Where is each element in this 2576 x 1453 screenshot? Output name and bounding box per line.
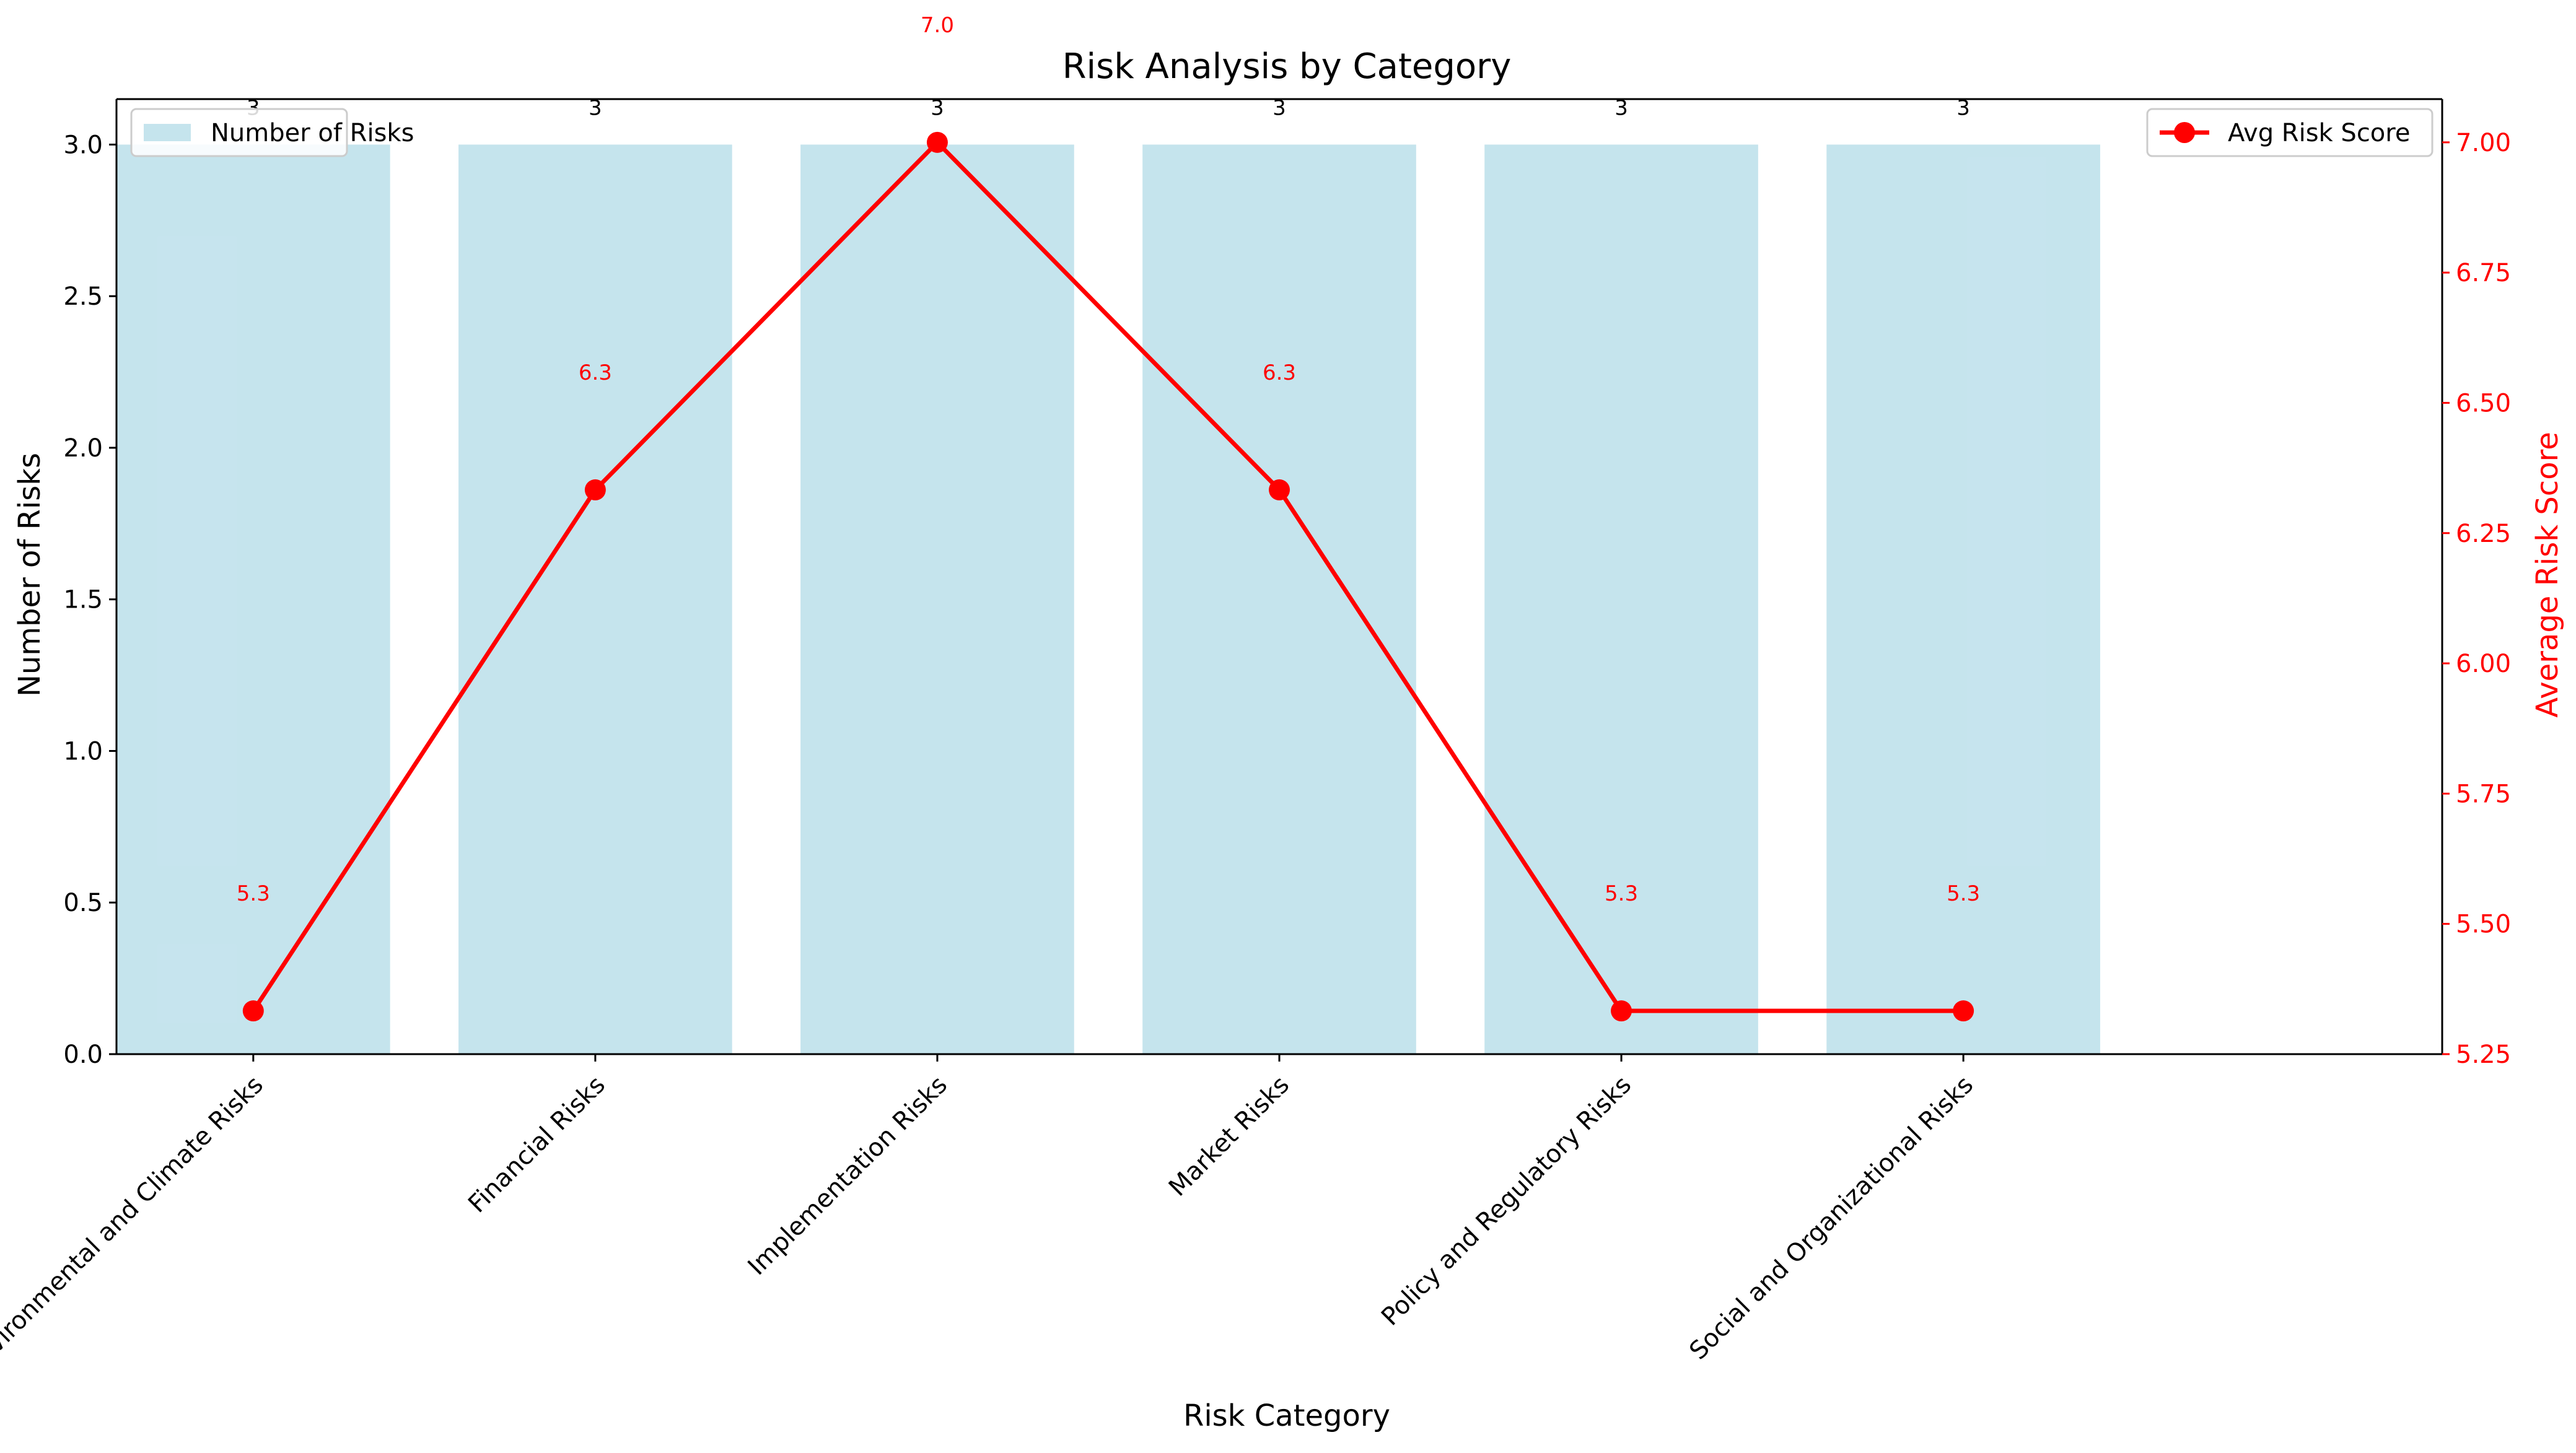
y-axis-label-right: Average Risk Score (2530, 432, 2565, 718)
chart-title: Risk Analysis by Category (1062, 46, 1512, 87)
line-point (242, 1000, 264, 1022)
y-tick-label-right: 5.25 (2456, 1041, 2511, 1069)
line-point (1953, 1000, 1974, 1022)
line-point (584, 479, 606, 500)
line-value-label: 7.0 (921, 13, 954, 38)
y-tick-label-left: 1.5 (63, 586, 103, 614)
line-point (1611, 1000, 1632, 1022)
legend-label-line: Avg Risk Score (2228, 119, 2410, 147)
line-value-label: 6.3 (579, 360, 612, 385)
y-tick-label-right: 7.00 (2456, 129, 2511, 157)
y-tick-label-left: 3.0 (63, 131, 103, 159)
y-tick-label-left: 0.0 (63, 1041, 103, 1069)
line-point (926, 131, 948, 153)
legend-marker-sample (2174, 122, 2195, 143)
bar (116, 144, 390, 1054)
legend-right-box (2146, 108, 2434, 157)
line-value-label: 5.3 (237, 881, 270, 906)
bar-value-label: 3 (589, 95, 602, 120)
bar (800, 144, 1074, 1054)
y-tick-label-right: 5.50 (2456, 910, 2511, 939)
y-tick-label-left: 1.0 (63, 737, 103, 766)
y-tick-label-left: 2.0 (63, 434, 103, 463)
line-point (1269, 479, 1290, 500)
y-tick-label-right: 6.25 (2456, 520, 2511, 548)
y-tick-label-right: 6.00 (2456, 650, 2511, 678)
y-tick-label-right: 6.75 (2456, 259, 2511, 287)
bar-value-label: 3 (1956, 95, 1970, 120)
bar (1826, 144, 2100, 1054)
line-value-label: 6.3 (1263, 360, 1296, 385)
y-tick-label-right: 6.50 (2456, 389, 2511, 417)
avg-risk-line (251, 140, 1964, 1013)
legend-swatch-bars (144, 124, 191, 141)
line-value-label: 5.3 (1605, 881, 1638, 906)
legend-label-bars: Number of Risks (211, 119, 414, 147)
y-axis-label-left: Number of Risks (12, 453, 47, 697)
x-axis-label: Risk Category (1183, 1398, 1390, 1433)
bar (458, 144, 732, 1054)
bar (1142, 144, 1416, 1054)
line-value-label: 5.3 (1947, 881, 1980, 906)
bar (1484, 144, 1758, 1054)
y-tick-label-right: 5.75 (2456, 780, 2511, 808)
bar-value-label: 3 (1614, 95, 1628, 120)
y-tick-label-left: 2.5 (63, 282, 103, 311)
bar-value-label: 3 (1273, 95, 1286, 120)
legend-left-box (130, 108, 348, 157)
bar-value-label: 3 (931, 95, 944, 120)
y-tick-label-left: 0.5 (63, 889, 103, 917)
